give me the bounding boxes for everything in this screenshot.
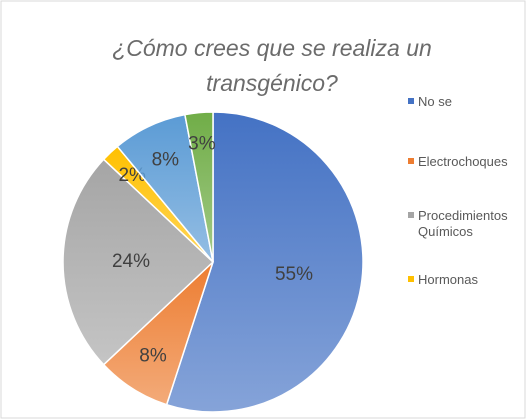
chart-title: transgénico? xyxy=(206,70,338,96)
pie-slice xyxy=(62,158,215,366)
legend-item: Procedimientos Químicos xyxy=(408,208,520,240)
legend-label: Electrochoques xyxy=(418,154,508,169)
data-label: 8% xyxy=(139,346,167,367)
legend-item: Hormonas xyxy=(408,272,520,288)
data-label: 24% xyxy=(112,251,150,272)
legend-swatch xyxy=(408,276,414,282)
legend-swatch xyxy=(408,212,414,218)
data-label: 8% xyxy=(152,150,180,171)
legend-item: No se xyxy=(408,94,520,110)
legend-item: Electrochoques xyxy=(408,154,520,170)
pie-slice xyxy=(165,111,364,413)
data-label: 3% xyxy=(188,134,216,155)
chart-title: ¿Cómo crees que se realiza un xyxy=(112,35,432,61)
legend: No se Electrochoques Procedimientos Químic… xyxy=(400,86,522,324)
pie-slice xyxy=(184,111,214,263)
legend-swatch xyxy=(408,158,414,164)
legend-swatch xyxy=(408,98,414,104)
legend-label: Procedimientos Químicos xyxy=(418,208,508,239)
data-label: 55% xyxy=(275,264,313,285)
legend-label: No se xyxy=(418,94,452,109)
legend-label: Hormonas xyxy=(418,272,478,287)
